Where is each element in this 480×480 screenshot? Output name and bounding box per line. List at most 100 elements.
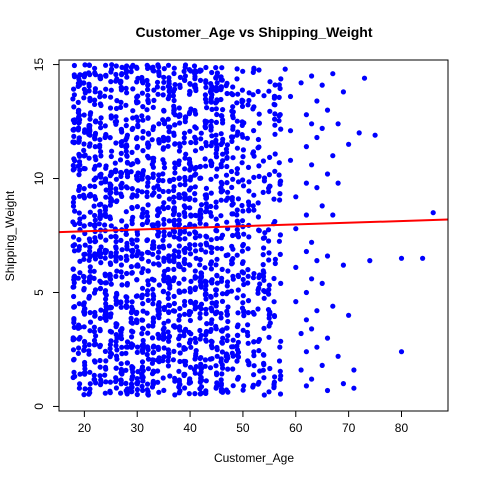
data-point <box>197 391 203 397</box>
data-point <box>86 70 92 76</box>
data-point <box>87 244 93 250</box>
data-point <box>188 278 194 284</box>
data-point <box>245 340 251 346</box>
data-point <box>203 185 209 191</box>
data-point <box>244 135 250 141</box>
data-point <box>245 298 252 304</box>
data-point <box>187 81 193 87</box>
data-point <box>91 203 97 209</box>
data-point <box>241 281 247 288</box>
data-point <box>109 62 115 68</box>
data-point <box>166 188 172 194</box>
data-point <box>266 185 272 191</box>
data-point <box>208 81 214 87</box>
data-point <box>260 367 266 373</box>
data-point <box>171 103 177 109</box>
data-point <box>278 178 284 184</box>
data-point <box>123 209 129 215</box>
data-point <box>97 208 103 214</box>
data-point <box>119 71 125 77</box>
data-point <box>220 158 226 164</box>
data-point <box>177 74 183 80</box>
data-point <box>166 280 172 286</box>
data-point <box>309 326 315 332</box>
data-point <box>108 94 114 100</box>
data-point <box>203 80 209 86</box>
data-point <box>177 350 183 356</box>
data-point <box>87 268 93 274</box>
data-point <box>123 123 129 129</box>
data-point <box>145 99 151 106</box>
data-point <box>71 156 77 162</box>
data-point <box>165 135 171 141</box>
data-point <box>223 172 230 178</box>
data-point <box>118 170 124 176</box>
data-point <box>219 340 225 346</box>
data-point <box>81 278 87 285</box>
data-point <box>150 301 156 307</box>
data-point <box>266 323 272 329</box>
data-point <box>97 94 103 100</box>
data-point <box>271 299 277 305</box>
data-point <box>241 383 247 389</box>
data-point <box>193 140 199 146</box>
data-point <box>229 243 235 249</box>
data-point <box>219 246 225 252</box>
data-point <box>255 214 261 220</box>
data-point <box>139 331 145 337</box>
data-point <box>293 299 299 305</box>
data-point <box>144 189 150 195</box>
data-point <box>176 280 182 286</box>
data-point <box>208 86 214 93</box>
data-point <box>108 234 114 240</box>
data-point <box>150 126 156 133</box>
data-point <box>209 140 215 146</box>
data-point <box>71 86 77 92</box>
data-point <box>277 191 283 197</box>
data-point <box>155 331 161 337</box>
data-point <box>251 128 257 134</box>
data-point <box>176 317 182 323</box>
data-point <box>145 82 151 88</box>
data-point <box>192 335 198 342</box>
data-point <box>230 113 236 119</box>
data-point <box>150 286 156 292</box>
data-point <box>256 336 262 343</box>
data-point <box>71 119 77 126</box>
data-point <box>198 247 204 253</box>
data-point <box>235 196 241 202</box>
data-point <box>214 228 220 234</box>
data-point <box>182 213 188 219</box>
data-point <box>230 104 236 110</box>
data-point <box>276 172 282 178</box>
data-point <box>107 350 113 356</box>
data-point <box>192 306 198 312</box>
data-point <box>203 337 209 343</box>
data-point <box>335 121 341 127</box>
data-point <box>256 67 262 73</box>
data-point <box>176 105 182 111</box>
data-point <box>213 262 219 268</box>
data-point <box>160 171 166 177</box>
data-point <box>277 344 283 350</box>
data-point <box>150 171 156 177</box>
data-point <box>140 117 146 123</box>
data-point <box>112 160 118 166</box>
data-point <box>271 101 277 107</box>
data-point <box>161 165 168 171</box>
data-point <box>240 147 246 153</box>
data-point <box>130 86 136 92</box>
data-point <box>145 202 151 208</box>
data-point <box>145 115 151 121</box>
data-point <box>239 132 245 138</box>
data-point <box>203 64 209 71</box>
data-point <box>250 150 256 157</box>
data-point <box>219 65 225 71</box>
trend-line <box>58 218 449 234</box>
data-point <box>128 169 134 175</box>
data-point <box>267 79 273 85</box>
data-point <box>165 329 171 335</box>
data-point <box>182 236 188 242</box>
data-point <box>146 323 152 329</box>
data-point <box>103 187 109 193</box>
